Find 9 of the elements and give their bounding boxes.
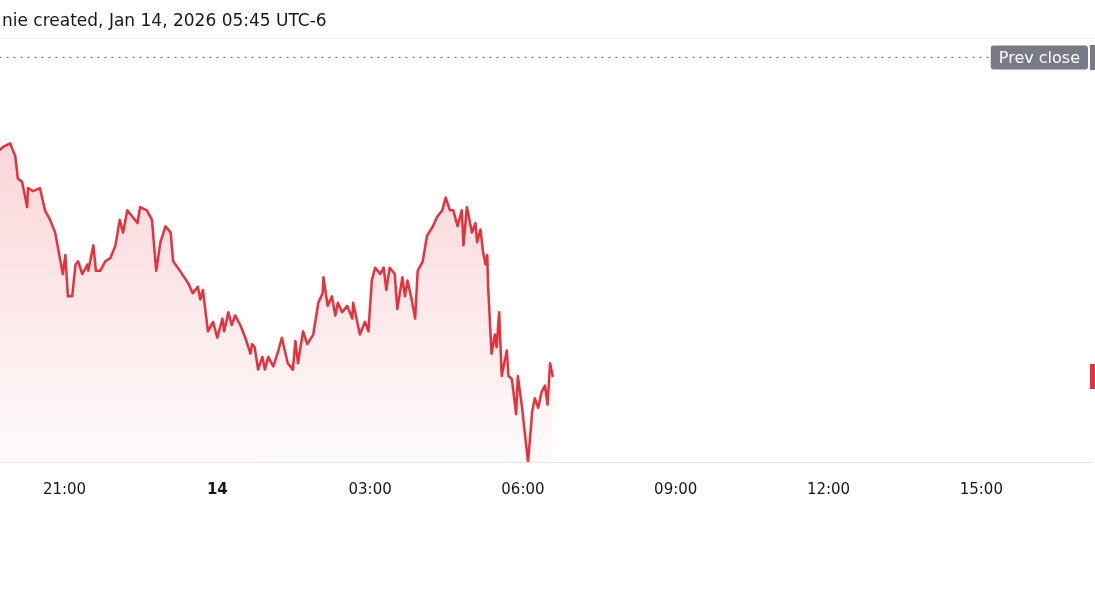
x-tick-label: 15:00 — [959, 479, 1003, 498]
x-tick-label: 14 — [206, 479, 228, 498]
chart-title: nie created, Jan 14, 2026 05:45 UTC-6 — [0, 0, 1095, 39]
x-tick-label: 09:00 — [654, 479, 698, 498]
x-tick-label: 21:00 — [42, 479, 87, 498]
x-tick-label: 12:00 — [806, 479, 851, 498]
x-tick-label: 06:00 — [501, 479, 545, 498]
x-tick-label: 03:00 — [348, 479, 392, 498]
ref-line-label: Prev close — [998, 47, 1080, 67]
